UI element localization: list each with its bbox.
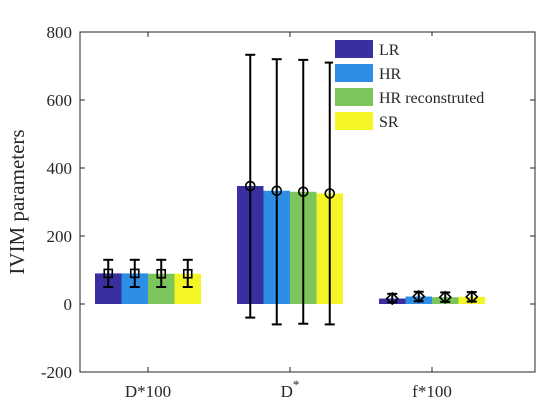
square-marker	[129, 268, 140, 279]
x-tick-label: f*100	[412, 382, 452, 401]
y-tick-label: -200	[41, 363, 72, 382]
legend-label: HR	[379, 66, 402, 83]
y-tick-label: 400	[47, 159, 73, 178]
y-axis-label: IVIM parameters	[5, 129, 29, 274]
circle-marker	[324, 188, 336, 199]
diamond-marker	[465, 290, 479, 304]
y-tick-label: 600	[47, 91, 73, 110]
y-tick-label: 200	[47, 227, 73, 246]
y-axis: -200 0 200 400 600 800	[41, 23, 535, 382]
legend-swatch	[335, 64, 373, 82]
diamond-marker	[412, 289, 426, 304]
circle-marker	[297, 186, 309, 198]
diamond-marker	[438, 290, 452, 304]
plot-frame	[79, 31, 536, 373]
square-marker	[156, 268, 167, 279]
square-marker	[103, 268, 114, 279]
y-tick-label: 0	[64, 295, 73, 314]
legend-swatch	[335, 88, 373, 106]
y-tick-label: 800	[47, 23, 73, 42]
square-marker	[182, 268, 193, 279]
legend-label: SR	[379, 114, 399, 131]
circle-marker	[244, 180, 256, 192]
legend-label: LR	[379, 42, 400, 59]
x-tick-label: D*100	[125, 382, 171, 401]
error-bar-group	[103, 53, 479, 326]
diamond-marker	[385, 291, 399, 306]
legend: LR HR HR reconstruted SR	[333, 36, 530, 136]
legend-swatch	[335, 40, 373, 58]
x-axis: D*100 D* f*100	[125, 32, 452, 401]
x-tick-label: D*	[281, 377, 300, 401]
legend-swatch	[335, 112, 373, 130]
circle-marker	[271, 185, 283, 197]
legend-label: HR reconstruted	[379, 90, 484, 107]
